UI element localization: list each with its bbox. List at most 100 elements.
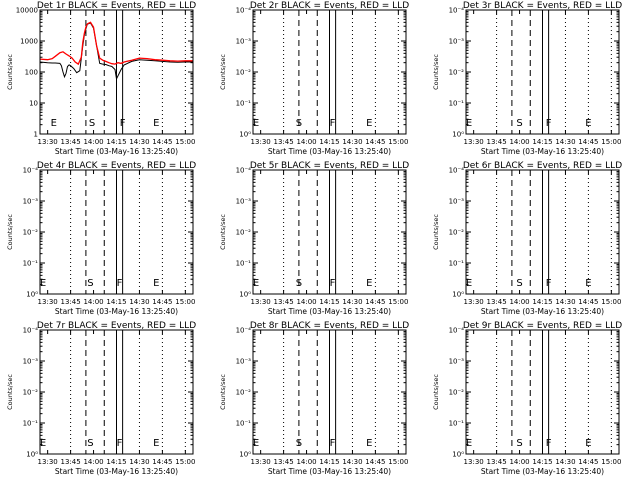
event-marker: E — [153, 438, 159, 449]
x-tick-label: 14:30 — [342, 458, 362, 466]
event-marker: S — [87, 278, 93, 289]
x-tick-label: 14:45 — [578, 138, 598, 146]
x-axis-label: Start Time (03-May-16 13:25:40) — [268, 307, 391, 316]
event-marker: E — [466, 118, 472, 129]
x-axis-label: Start Time (03-May-16 13:25:40) — [55, 467, 178, 476]
x-tick-label: 14:30 — [129, 458, 149, 466]
event-marker: S — [296, 118, 302, 129]
y-tick-label: 10⁻³ — [236, 38, 252, 46]
x-tick-label: 15:00 — [601, 138, 621, 146]
x-tick-label: 14:45 — [152, 298, 172, 306]
x-tick-label: 13:30 — [251, 298, 271, 306]
panel-det-7: Det 7r BLACK = Events, RED = LLD 13:30 13:… — [6, 321, 196, 476]
panel-det-9: Det 9r BLACK = Events, RED = LLD 13:30 13:… — [432, 321, 622, 476]
x-tick-label: 14:15 — [532, 458, 552, 466]
x-tick-label: 13:45 — [61, 138, 81, 146]
event-marker: E — [153, 278, 159, 289]
x-tick-label: 15:00 — [601, 458, 621, 466]
x-tick-label: 14:00 — [509, 138, 529, 146]
x-tick-label: 14:45 — [365, 458, 385, 466]
event-marker: E — [153, 118, 159, 129]
event-marker: F — [546, 278, 552, 289]
x-tick-label: 15:00 — [175, 138, 195, 146]
y-tick-label: 10⁻¹ — [236, 100, 252, 108]
x-tick-label: 13:45 — [487, 138, 507, 146]
event-marker: E — [253, 438, 259, 449]
event-marker: E — [466, 278, 472, 289]
event-marker: S — [516, 118, 522, 129]
y-tick-label: 10⁻³ — [236, 358, 252, 366]
y-tick-label: 1000 — [20, 38, 38, 46]
y-tick-label: 10⁰ — [239, 451, 251, 459]
y-tick-label: 10⁻¹ — [23, 420, 39, 428]
panel-det-6: Det 6r BLACK = Events, RED = LLD 13:30 13:… — [432, 161, 622, 316]
y-tick-label: 10⁻² — [449, 69, 465, 77]
event-marker: S — [516, 278, 522, 289]
x-tick-label: 14:45 — [578, 458, 598, 466]
y-tick-label: 10⁻² — [23, 229, 39, 237]
event-marker: E — [366, 118, 372, 129]
x-tick-label: 14:00 — [296, 298, 316, 306]
panel-title: Det 4r BLACK = Events, RED = LLD — [37, 161, 196, 171]
y-tick-label: 10 — [29, 100, 38, 108]
x-tick-label: 14:15 — [319, 138, 339, 146]
y-tick-label: 10⁻⁴ — [236, 167, 252, 175]
x-tick-label: 13:45 — [61, 458, 81, 466]
y-tick-label: 10⁻¹ — [236, 420, 252, 428]
y-tick-label: 10⁻¹ — [236, 260, 252, 268]
series-line-lld — [39, 21, 193, 66]
event-marker: E — [585, 278, 591, 289]
event-marker: F — [330, 438, 336, 449]
event-marker: F — [120, 118, 126, 129]
event-marker: F — [546, 118, 552, 129]
event-marker: E — [585, 438, 591, 449]
event-marker: F — [117, 438, 123, 449]
panel-title: Det 3r BLACK = Events, RED = LLD — [463, 1, 622, 11]
x-tick-label: 14:15 — [106, 458, 126, 466]
x-tick-label: 13:30 — [38, 298, 58, 306]
x-axis-label: Start Time (03-May-16 13:25:40) — [55, 147, 178, 156]
panel-title: Det 8r BLACK = Events, RED = LLD — [250, 321, 409, 331]
x-axis-label: Start Time (03-May-16 13:25:40) — [481, 467, 604, 476]
y-axis-label: Counts/sec — [6, 54, 14, 90]
event-marker: E — [40, 278, 46, 289]
panel-det-1: Det 1r BLACK = Events, RED = LLD 13:30 13:… — [6, 1, 196, 156]
event-marker: S — [296, 438, 302, 449]
x-tick-label: 14:30 — [555, 458, 575, 466]
x-tick-label: 14:45 — [152, 458, 172, 466]
y-tick-label: 10⁻³ — [236, 198, 252, 206]
y-tick-label: 10⁻² — [449, 229, 465, 237]
x-tick-label: 14:45 — [152, 138, 172, 146]
x-tick-label: 15:00 — [601, 298, 621, 306]
x-tick-label: 14:00 — [296, 138, 316, 146]
x-tick-label: 13:30 — [464, 138, 484, 146]
x-tick-label: 14:00 — [83, 298, 103, 306]
event-marker: S — [89, 118, 95, 129]
event-marker: F — [546, 438, 552, 449]
event-marker: E — [366, 278, 372, 289]
event-marker: E — [466, 438, 472, 449]
y-axis-label: Counts/sec — [219, 374, 227, 410]
y-tick-label: 10⁻¹ — [449, 260, 465, 268]
panel-det-5: Det 5r BLACK = Events, RED = LLD 13:30 13:… — [219, 161, 409, 316]
x-tick-label: 14:15 — [532, 298, 552, 306]
x-tick-label: 13:30 — [38, 138, 58, 146]
y-tick-label: 10⁻² — [236, 229, 252, 237]
y-tick-label: 10⁻¹ — [449, 420, 465, 428]
y-tick-label: 10⁻³ — [23, 358, 39, 366]
y-tick-label: 10⁻² — [23, 389, 39, 397]
x-tick-label: 13:45 — [487, 298, 507, 306]
panel-title: Det 2r BLACK = Events, RED = LLD — [250, 1, 409, 11]
x-tick-label: 13:30 — [38, 458, 58, 466]
y-tick-label: 10⁻⁴ — [236, 327, 252, 335]
y-tick-label: 10⁻³ — [449, 198, 465, 206]
event-marker: S — [87, 438, 93, 449]
x-tick-label: 13:45 — [61, 298, 81, 306]
y-tick-label: 10⁰ — [239, 291, 251, 299]
x-tick-label: 15:00 — [388, 138, 408, 146]
x-axis-label: Start Time (03-May-16 13:25:40) — [268, 467, 391, 476]
y-tick-label: 10⁰ — [26, 291, 38, 299]
y-axis-label: Counts/sec — [6, 214, 14, 250]
y-axis-label: Counts/sec — [432, 214, 440, 250]
y-tick-label: 10⁰ — [452, 451, 464, 459]
